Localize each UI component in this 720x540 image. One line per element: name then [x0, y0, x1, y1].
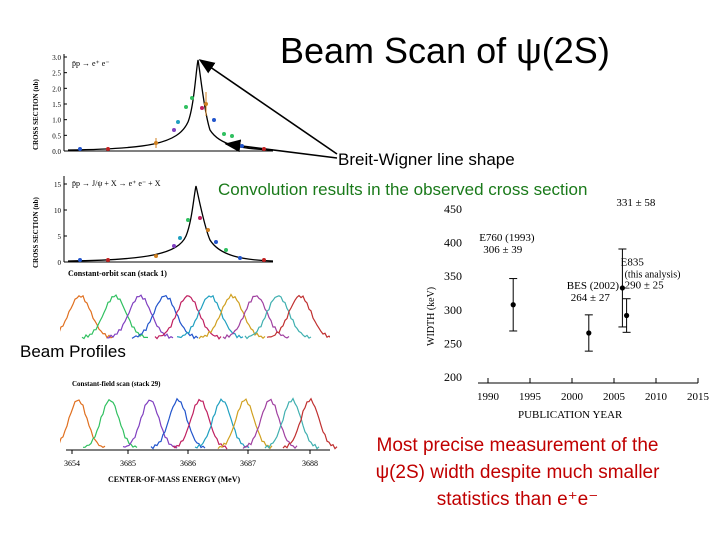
- field-profile-curve: [172, 398, 228, 450]
- width-point-note: (this analysis): [625, 270, 681, 281]
- top-plot-ytick-label: 1.0: [52, 117, 61, 125]
- width-chart: WIDTH (keV) 450 400 350 300 250 200 1990 1995 2…: [426, 198, 710, 420]
- conclusion-text: Most precise measurement of the ψ(2S) wi…: [330, 432, 705, 513]
- width-chart-ytick-label: 450: [444, 202, 462, 216]
- bottom-xtick-label: 3686: [180, 459, 196, 468]
- width-point-marker: [586, 330, 592, 336]
- convolution-label: Convolution results in the observed cros…: [218, 180, 588, 199]
- top-plot-reaction: p̄p → e⁺ e⁻: [72, 59, 110, 68]
- bottom-xtick-label: 3685: [120, 459, 136, 468]
- orbit-profile-curve: [244, 295, 312, 340]
- width-chart-xtick-label: 2005: [603, 391, 626, 403]
- width-chart-ylabel: WIDTH (keV): [426, 287, 437, 346]
- width-point-value: 290 ± 25: [625, 280, 665, 292]
- mid-plot-ylabel: CROSS SECTION (nb): [32, 197, 40, 268]
- field-beam-profiles-plot: Constant-field scan (stack 29) 3654 3685 3…: [60, 380, 338, 484]
- mid-plot-ytick-label: 15: [54, 181, 62, 189]
- width-point-value: 331 ± 58: [616, 198, 656, 209]
- bottom-xtick-label: 3687: [240, 459, 256, 468]
- breit-wigner-label: Breit-Wigner line shape: [338, 150, 515, 169]
- arrow-to-lower-peak: [224, 139, 338, 159]
- mid-plot-ytick-label: 0: [58, 259, 62, 267]
- orbit-profile-curve: [198, 293, 266, 340]
- mid-plot-reaction: p̄p → J/ψ + X → e⁺ e⁻ + X: [72, 179, 161, 188]
- orbit-beam-profiles: [60, 293, 330, 340]
- bottom-xtick-label: 3688: [302, 459, 318, 468]
- field-profile-curve: [194, 398, 250, 449]
- field-profile-curve: [264, 397, 320, 450]
- top-cross-section-plot: CROSS SECTION (nb) 3.0 2.5 2.0 1.5 1.0 0.5 0.0…: [32, 54, 274, 156]
- orbit-profile-curve: [81, 294, 149, 340]
- width-chart-xtick-label: 1995: [519, 391, 542, 403]
- width-chart-ytick-label: 400: [444, 236, 462, 250]
- width-chart-ytick-label: 350: [444, 269, 462, 283]
- width-point-marker: [624, 312, 630, 319]
- top-plot-ytick-label: 3.0: [52, 54, 61, 62]
- width-point-name: E835: [621, 257, 645, 269]
- top-data-points: [78, 92, 266, 151]
- arrow-to-top-peak: [198, 59, 338, 155]
- bottom-xtick-label: 3654: [64, 459, 80, 468]
- orbit-profile-curve: [131, 294, 199, 340]
- width-chart-xtick-label: 2010: [645, 391, 668, 403]
- field-profile-curve: [60, 399, 106, 449]
- width-point-marker: [619, 285, 625, 291]
- orbit-profile-curve: [60, 294, 114, 339]
- width-chart-xtick-label: 2015: [687, 391, 710, 403]
- width-chart-xtick-label: 1990: [477, 391, 500, 403]
- conclusion-line-2: ψ(2S) width despite much smaller: [375, 462, 660, 483]
- width-chart-ytick-label: 300: [444, 303, 462, 317]
- width-point-name: E760 (1993): [479, 232, 535, 244]
- field-profile-curve: [122, 399, 178, 449]
- width-point-name: BES (2002): [567, 280, 620, 292]
- field-profile-curve: [217, 398, 273, 450]
- top-plot-ytick-label: 0.5: [52, 132, 61, 140]
- mid-plot-ytick-label: 10: [54, 207, 62, 215]
- bottom-plot-xlabel: CENTER-OF-MASS ENERGY (MeV): [108, 475, 240, 484]
- bottom-plot-caption: Constant-field scan (stack 29): [72, 380, 161, 388]
- mid-plot-caption: Constant-orbit scan (stack 1): [68, 269, 167, 278]
- top-plot-ylabel: CROSS SECTION (nb): [32, 79, 40, 150]
- top-plot-ytick-label: 1.5: [52, 101, 61, 109]
- field-profile-curve: [282, 397, 338, 450]
- mid-data-points: [78, 216, 266, 262]
- width-chart-ytick-label: 200: [444, 370, 462, 384]
- orbit-profile-curve: [266, 294, 330, 339]
- field-profile-curve: [83, 398, 138, 448]
- mid-cross-section-plot: CROSS SECTION (nb) 15 10 5 0 p̄p → J/ψ + X …: [32, 176, 274, 278]
- mid-plot-ytick-label: 5: [58, 233, 62, 241]
- conclusion-line-1: Most precise measurement of the: [376, 435, 659, 456]
- mid-bw-curve: [67, 185, 274, 262]
- top-plot-ytick-label: 0.0: [52, 148, 61, 156]
- width-chart-xlabel: PUBLICATION YEAR: [518, 409, 623, 420]
- width-point-value: 306 ± 39: [483, 244, 523, 256]
- slide-title: Beam Scan of ψ(2S): [280, 30, 610, 71]
- beam-profiles-label: Beam Profiles: [20, 342, 126, 361]
- width-chart-ytick-label: 250: [444, 336, 462, 350]
- top-bw-curve: [67, 59, 274, 151]
- orbit-profile-curve: [176, 294, 244, 339]
- top-plot-ytick-label: 2.5: [52, 70, 61, 78]
- top-plot-ytick-label: 2.0: [52, 85, 61, 93]
- conclusion-line-3: statistics than e⁺e⁻: [436, 489, 599, 510]
- width-point-marker: [510, 302, 516, 308]
- width-chart-xtick-label: 2000: [561, 391, 584, 403]
- orbit-profile-curve: [106, 294, 174, 339]
- width-point-value: 264 ± 27: [571, 292, 611, 304]
- field-profile-curve: [150, 397, 206, 450]
- field-profile-curve: [242, 398, 298, 450]
